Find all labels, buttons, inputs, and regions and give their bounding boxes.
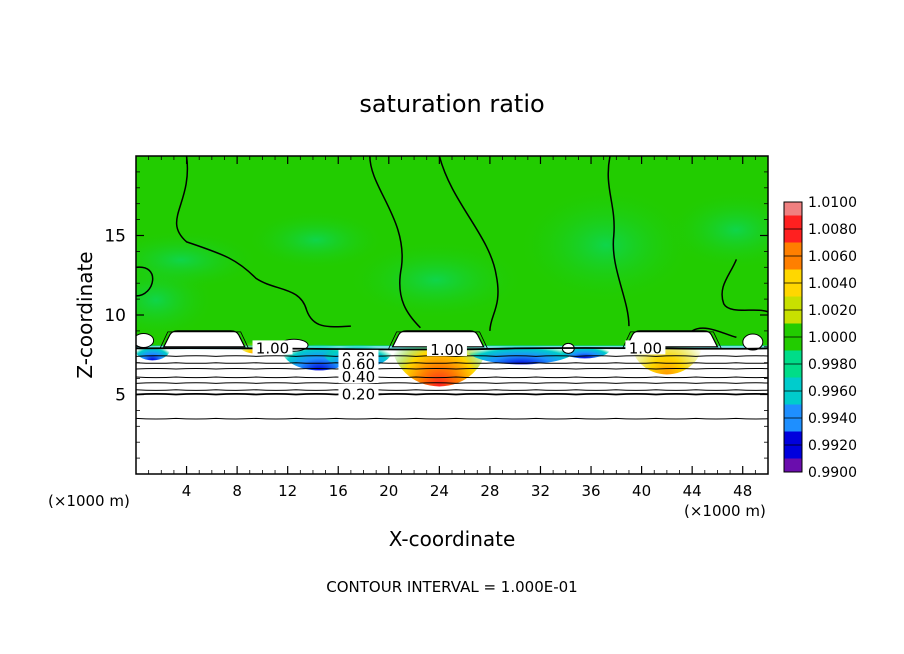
colorbar-label: 0.9940 <box>808 411 857 427</box>
x-tick-label: 12 <box>278 482 297 500</box>
contour-label: 1.00 <box>256 339 289 357</box>
colorbar-label: 1.0000 <box>808 330 857 346</box>
colorbar-swatch <box>784 418 802 432</box>
x-tick-label: 28 <box>480 482 499 500</box>
colorbar-label: 1.0060 <box>808 249 857 265</box>
cloud-outline <box>388 331 488 349</box>
contour-1-00 <box>369 156 421 329</box>
contour-line <box>136 382 768 384</box>
field-blob <box>246 210 386 270</box>
contour-1-00 <box>438 156 499 331</box>
colorbar-swatch <box>784 364 802 378</box>
contour-1-00 <box>721 259 768 313</box>
colorbar-swatch <box>784 404 802 419</box>
colorbar-swatch <box>784 391 802 405</box>
y-axis-label: Z-coordinate <box>73 251 97 378</box>
x-tick-label: 40 <box>632 482 651 500</box>
colorbar-swatch <box>784 215 802 230</box>
contour-label-bg <box>426 341 467 356</box>
x-tick-label: 24 <box>430 482 449 500</box>
colorbar-swatch <box>784 445 802 459</box>
colorbar-label: 1.0040 <box>808 276 857 292</box>
colorbar-label: 1.0080 <box>808 222 857 238</box>
cloud-region <box>162 330 246 348</box>
contour-label-bg <box>338 386 379 401</box>
field-blob <box>136 230 261 290</box>
colorbar-swatch <box>784 431 802 446</box>
cloud-fragment <box>742 333 764 351</box>
x-axis-label: X-coordinate <box>389 527 516 551</box>
contour-label-bg <box>338 369 379 384</box>
colorbar-swatch <box>784 458 802 473</box>
contour-line <box>136 355 768 357</box>
colorbar-swatch <box>784 242 802 257</box>
contour-line <box>136 362 768 364</box>
x-tick-label: 16 <box>329 482 348 500</box>
contour-lines: 1.001.001.000.800.600.400.20 <box>136 156 768 420</box>
colorbar-swatch <box>784 283 802 297</box>
x-axis-ticks: 4 8 12 16 20 24 28 32 36 40 44 48 <box>148 156 756 500</box>
contour-line <box>136 389 768 391</box>
colorbar-swatch <box>784 202 802 216</box>
field-variation <box>136 185 904 340</box>
cloud-outline <box>159 331 250 349</box>
x-unit-left: (×1000 m) <box>48 492 130 510</box>
contour-interval-note: CONTOUR INTERVAL = 1.000E-01 <box>326 578 577 596</box>
contour-label: 0.20 <box>342 386 375 404</box>
contour-line <box>136 347 768 351</box>
colorbar-swatch <box>784 296 802 311</box>
plot-area: 1.001.001.000.800.600.400.20 <box>136 156 904 474</box>
contour-1-00 <box>607 156 630 327</box>
field-blob <box>796 260 904 340</box>
colorbar-swatch <box>784 377 802 392</box>
field-blob <box>516 185 696 305</box>
contour-label: 0.40 <box>342 368 375 386</box>
x-tick-label: 4 <box>182 482 192 500</box>
field-blob <box>346 240 526 320</box>
cloud-outline <box>622 331 722 349</box>
colorbar-label: 1.0100 <box>808 195 857 211</box>
colorbar-swatch <box>784 323 802 338</box>
x-tick-label: 32 <box>531 482 550 500</box>
colorbar-swatch <box>784 229 802 243</box>
field-blob <box>666 190 768 270</box>
contour-1-00 <box>175 156 351 328</box>
colorbar: 1.0100 1.0080 1.0060 1.0040 1.0020 1.0000 0.99… <box>783 195 857 481</box>
x-tick-label: 36 <box>581 482 600 500</box>
y-tick-label: 15 <box>104 227 126 247</box>
colorbar-swatch <box>784 269 802 284</box>
colorbar-swatch <box>784 337 802 351</box>
colorbar-label: 0.9960 <box>808 384 857 400</box>
contour-line <box>136 417 768 420</box>
contour-label-bg <box>625 340 666 355</box>
contour-1-00 <box>136 266 154 297</box>
colorbar-label: 0.9920 <box>808 438 857 454</box>
y-tick-label: 5 <box>115 386 126 406</box>
contour-line <box>136 367 768 370</box>
x-tick-label: 20 <box>379 482 398 500</box>
x-unit-right: (×1000 m) <box>684 502 766 520</box>
contour-label: 0.60 <box>342 355 375 373</box>
contour-label-bg <box>338 356 379 371</box>
contour-label: 1.00 <box>629 339 662 357</box>
colorbar-swatch <box>784 256 802 270</box>
y-tick-label: 10 <box>104 306 126 326</box>
x-tick-label: 44 <box>683 482 702 500</box>
x-tick-label: 8 <box>232 482 242 500</box>
colorbar-swatch <box>784 350 802 365</box>
contour-label-bg <box>252 340 293 355</box>
colorbar-swatch <box>784 310 802 324</box>
chart-title: saturation ratio <box>359 90 544 118</box>
contour-line <box>136 393 768 396</box>
contour-label: 1.00 <box>430 341 463 359</box>
x-tick-label: 48 <box>733 482 752 500</box>
colorbar-label: 0.9900 <box>808 465 857 481</box>
colorbar-label: 1.0020 <box>808 303 857 319</box>
contour-line <box>136 376 768 379</box>
colorbar-label: 0.9980 <box>808 357 857 373</box>
y-axis-ticks: 5 10 15 <box>104 171 768 459</box>
contour-1-00 <box>691 327 737 338</box>
